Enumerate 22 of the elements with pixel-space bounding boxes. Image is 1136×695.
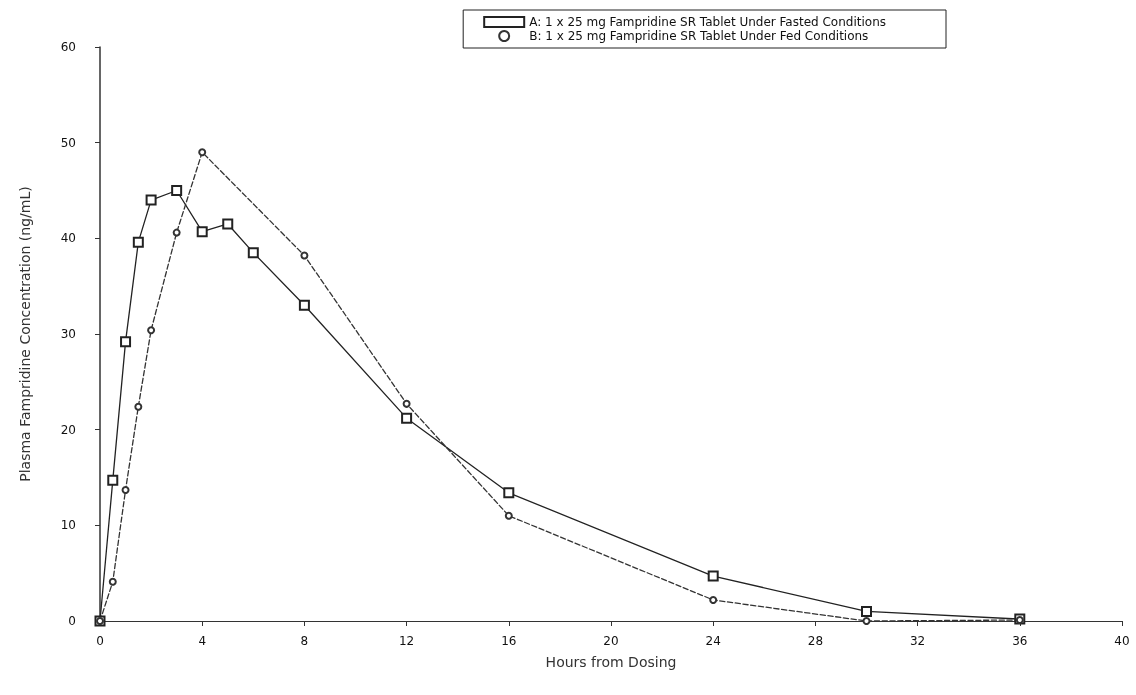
x-tick-label: 16 — [501, 634, 517, 648]
x-tick-label: 0 — [96, 634, 104, 648]
x-tick-label: 20 — [603, 634, 619, 648]
legend-label: A: 1 x 25 mg Fampridine SR Tablet Under Fasted Conditions — [529, 15, 887, 29]
y-tick-label: 40 — [60, 231, 76, 246]
y-tick-label: 0 — [68, 614, 76, 628]
x-tick-label: 8 — [300, 634, 309, 648]
x-tick-label: 4 — [198, 634, 207, 648]
y-tick-label: 60 — [60, 40, 76, 54]
y-tick-label: 10 — [60, 518, 76, 533]
y-tick-label: 30 — [60, 327, 76, 341]
x-axis-title: Hours from Dosing — [545, 654, 677, 670]
y-tick-label: 20 — [60, 422, 76, 437]
x-tick-label: 12 — [398, 634, 415, 648]
x-tick-label: 40 — [1114, 634, 1130, 648]
x-tick-label: 24 — [705, 634, 721, 648]
x-tick-label: 36 — [1012, 634, 1028, 648]
legend-label: B: 1 x 25 mg Fampridine SR Tablet Under Fed Conditions — [529, 29, 869, 43]
x-tick-label: 28 — [807, 634, 824, 648]
y-axis-title: Plasma Fampridine Concentration (ng/mL) — [17, 186, 33, 482]
x-tick-label: 32 — [909, 634, 926, 648]
y-tick-label: 50 — [60, 135, 76, 150]
